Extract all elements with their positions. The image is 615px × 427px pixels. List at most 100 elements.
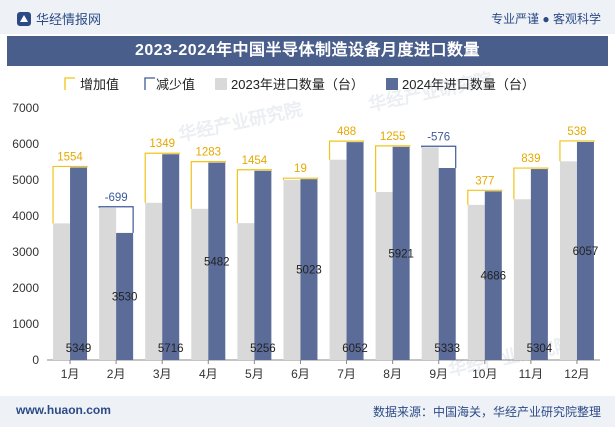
title-bar: 2023-2024年中国半导体制造设备月度进口数量 <box>7 36 608 66</box>
slogan: 专业严谨 ● 客观科学 <box>491 12 601 26</box>
value-label-2024: 5023 <box>296 265 322 277</box>
bar-2023 <box>375 192 393 360</box>
change-label: 1349 <box>149 138 175 150</box>
change-bracket <box>282 177 319 180</box>
legend-2024-label: 2024年进口数量（台） <box>402 77 535 92</box>
brand-logo-icon <box>17 11 31 26</box>
bar-2024 <box>208 162 226 360</box>
x-tick-label: 8月 <box>383 367 402 381</box>
change-bracket <box>190 161 226 209</box>
y-tick-label: 4000 <box>12 209 39 223</box>
bar-2024 <box>438 168 456 360</box>
bar-2024 <box>254 170 272 360</box>
change-bracket <box>513 167 549 200</box>
value-label-2024: 5349 <box>66 343 92 355</box>
change-bracket <box>328 140 365 160</box>
x-tick-label: 2月 <box>107 367 126 381</box>
x-tick-label: 3月 <box>153 367 172 381</box>
change-label: -576 <box>427 131 450 143</box>
bar-2024 <box>70 167 88 360</box>
value-label-2024: 5921 <box>388 248 414 260</box>
watermark-text: 华经产业研究院 <box>176 98 304 145</box>
value-label-2024: 6057 <box>573 246 599 258</box>
bar-2024 <box>484 191 502 360</box>
change-bracket <box>375 145 411 193</box>
change-bracket <box>559 140 595 162</box>
legend-2024-swatch <box>386 78 398 90</box>
bar-2023 <box>467 204 485 360</box>
value-label-2024: 4686 <box>480 271 506 283</box>
bar-2024 <box>116 232 134 360</box>
change-bracket <box>236 169 272 224</box>
change-label: 538 <box>567 126 586 138</box>
change-bracket <box>98 206 134 233</box>
bar-2024 <box>392 146 410 360</box>
value-label-2024: 5716 <box>158 343 184 355</box>
change-label: 1454 <box>242 155 268 167</box>
brand-name: 华经情报网 <box>36 12 102 27</box>
footer-source: 数据来源：中国海关，华经产业研究院整理 <box>372 405 601 419</box>
bar-2023 <box>421 147 439 360</box>
chart-title: 2023-2024年中国半导体制造设备月度进口数量 <box>134 42 481 59</box>
value-label-2024: 3530 <box>112 291 138 303</box>
change-label: 839 <box>521 153 540 165</box>
x-tick-label: 10月 <box>472 367 497 381</box>
bar-2023 <box>559 161 577 360</box>
y-tick-label: 2000 <box>12 281 39 295</box>
legend-decrease-swatch <box>144 77 155 90</box>
x-tick-label: 6月 <box>291 367 310 381</box>
value-label-2024: 6052 <box>342 343 368 355</box>
y-tick-label: 5000 <box>12 173 39 187</box>
change-label: 377 <box>475 175 494 187</box>
bar-2024 <box>530 169 548 360</box>
change-bracket <box>421 145 457 169</box>
change-label: 1283 <box>195 147 221 159</box>
footer-site: www.huaon.com <box>16 403 111 417</box>
bar-2023 <box>191 208 209 360</box>
x-tick-label: 11月 <box>519 367 543 381</box>
change-label: 1554 <box>57 151 83 163</box>
x-tick-label: 7月 <box>337 367 356 381</box>
y-tick-label: 6000 <box>12 137 39 151</box>
footer-bar: www.huaon.com 数据来源：中国海关，华经产业研究院整理 <box>0 396 615 427</box>
x-tick-label: 12月 <box>564 367 589 381</box>
bar-2024 <box>346 142 364 360</box>
bar-2023 <box>53 223 71 360</box>
bar-2023 <box>237 223 255 360</box>
brand: 华经情报网 <box>16 9 101 28</box>
change-label: 19 <box>294 163 307 175</box>
value-label-2024: 5256 <box>250 343 276 355</box>
bar-2023 <box>329 159 347 360</box>
legend-decrease-label: 减少值 <box>156 77 195 92</box>
legend-increase-swatch <box>64 77 75 90</box>
y-tick-label: 0 <box>32 353 39 367</box>
legend-increase-label: 增加值 <box>80 77 119 92</box>
change-label: -699 <box>105 192 128 204</box>
x-tick-label: 1月 <box>61 367 80 381</box>
change-bracket <box>467 189 503 205</box>
value-label-2024: 5304 <box>527 343 553 355</box>
change-bracket <box>144 152 180 203</box>
x-tick-label: 9月 <box>429 367 448 381</box>
x-tick-label: 5月 <box>245 367 264 381</box>
bar-2023 <box>283 179 301 360</box>
legend-2023-swatch <box>215 78 227 90</box>
y-tick-label: 1000 <box>12 317 39 331</box>
header-bar: 华经情报网 专业严谨 ● 客观科学 <box>0 0 615 34</box>
bar-2023 <box>145 202 163 360</box>
bar-2023 <box>513 199 531 360</box>
watermark-text: 华经产业研究院 <box>446 333 574 380</box>
y-tick-label: 7000 <box>12 101 39 115</box>
legend-2023-label: 2023年进口数量（台） <box>231 77 364 92</box>
value-label-2024: 5333 <box>434 343 460 355</box>
bar-2024 <box>300 179 318 360</box>
bar-2023 <box>99 207 117 360</box>
bar-2024 <box>162 154 180 360</box>
change-bracket <box>52 165 88 224</box>
y-tick-label: 3000 <box>12 245 39 259</box>
bar-2024 <box>576 141 594 360</box>
change-label: 488 <box>337 126 356 138</box>
value-label-2024: 5482 <box>204 256 230 268</box>
